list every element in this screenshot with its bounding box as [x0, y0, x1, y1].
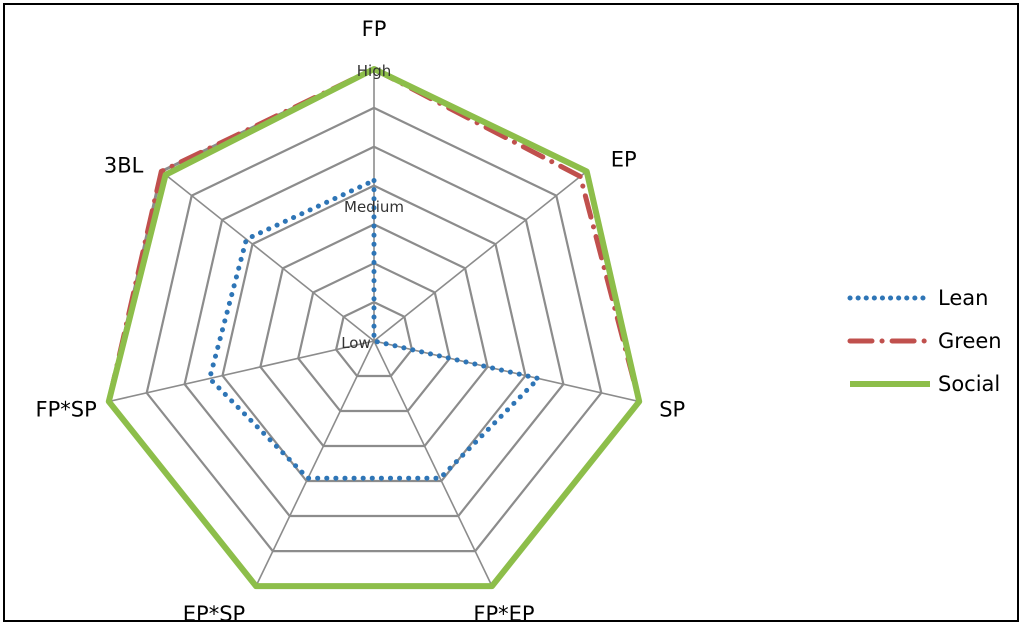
grid-ring-2 — [297, 262, 451, 413]
legend-label-green: Green — [938, 329, 1002, 353]
series-social — [105, 66, 643, 590]
axis-label-1: EP — [611, 147, 637, 171]
legend-item-lean: Lean — [846, 283, 1016, 326]
axis-label-4: EP*SP — [183, 602, 245, 626]
axis-label-3: FP*EP — [473, 602, 534, 626]
legend-item-social: Social — [846, 369, 1016, 412]
series-lean — [207, 178, 541, 481]
spoke-4 — [255, 340, 375, 587]
legend-swatch-lean — [847, 295, 933, 301]
axis-label-5: FP*SP — [36, 398, 97, 422]
legend-swatch-social — [850, 381, 930, 387]
grid-ring-1 — [334, 300, 414, 378]
spoke-5 — [108, 340, 375, 403]
axis-label-2: SP — [659, 398, 685, 422]
legend-item-green: Green — [846, 326, 1016, 369]
spoke-3 — [373, 340, 493, 587]
spoke-1 — [373, 170, 588, 342]
legend: Lean Green Social — [846, 283, 1016, 412]
legend-label-lean: Lean — [938, 286, 989, 310]
label-layer: Low Medium High FP EP SP FP*EP EP*SP FP*SP 3BL — [36, 17, 686, 626]
legend-swatch-green — [847, 338, 933, 344]
level-label-high: High — [357, 62, 391, 80]
axis-label-6: 3BL — [104, 153, 144, 177]
axis-label-0: FP — [362, 17, 387, 41]
grid-ring-4 — [221, 184, 527, 483]
level-label-medium: Medium — [344, 198, 404, 216]
grid-ring-5 — [183, 145, 565, 518]
grid-ring-3 — [259, 223, 489, 448]
spoke-6 — [160, 170, 375, 342]
series-layer — [105, 66, 643, 590]
legend-label-social: Social — [938, 372, 1001, 396]
spoke-2 — [373, 340, 640, 403]
grid-ring-6 — [145, 106, 603, 553]
level-label-low: Low — [341, 334, 371, 352]
